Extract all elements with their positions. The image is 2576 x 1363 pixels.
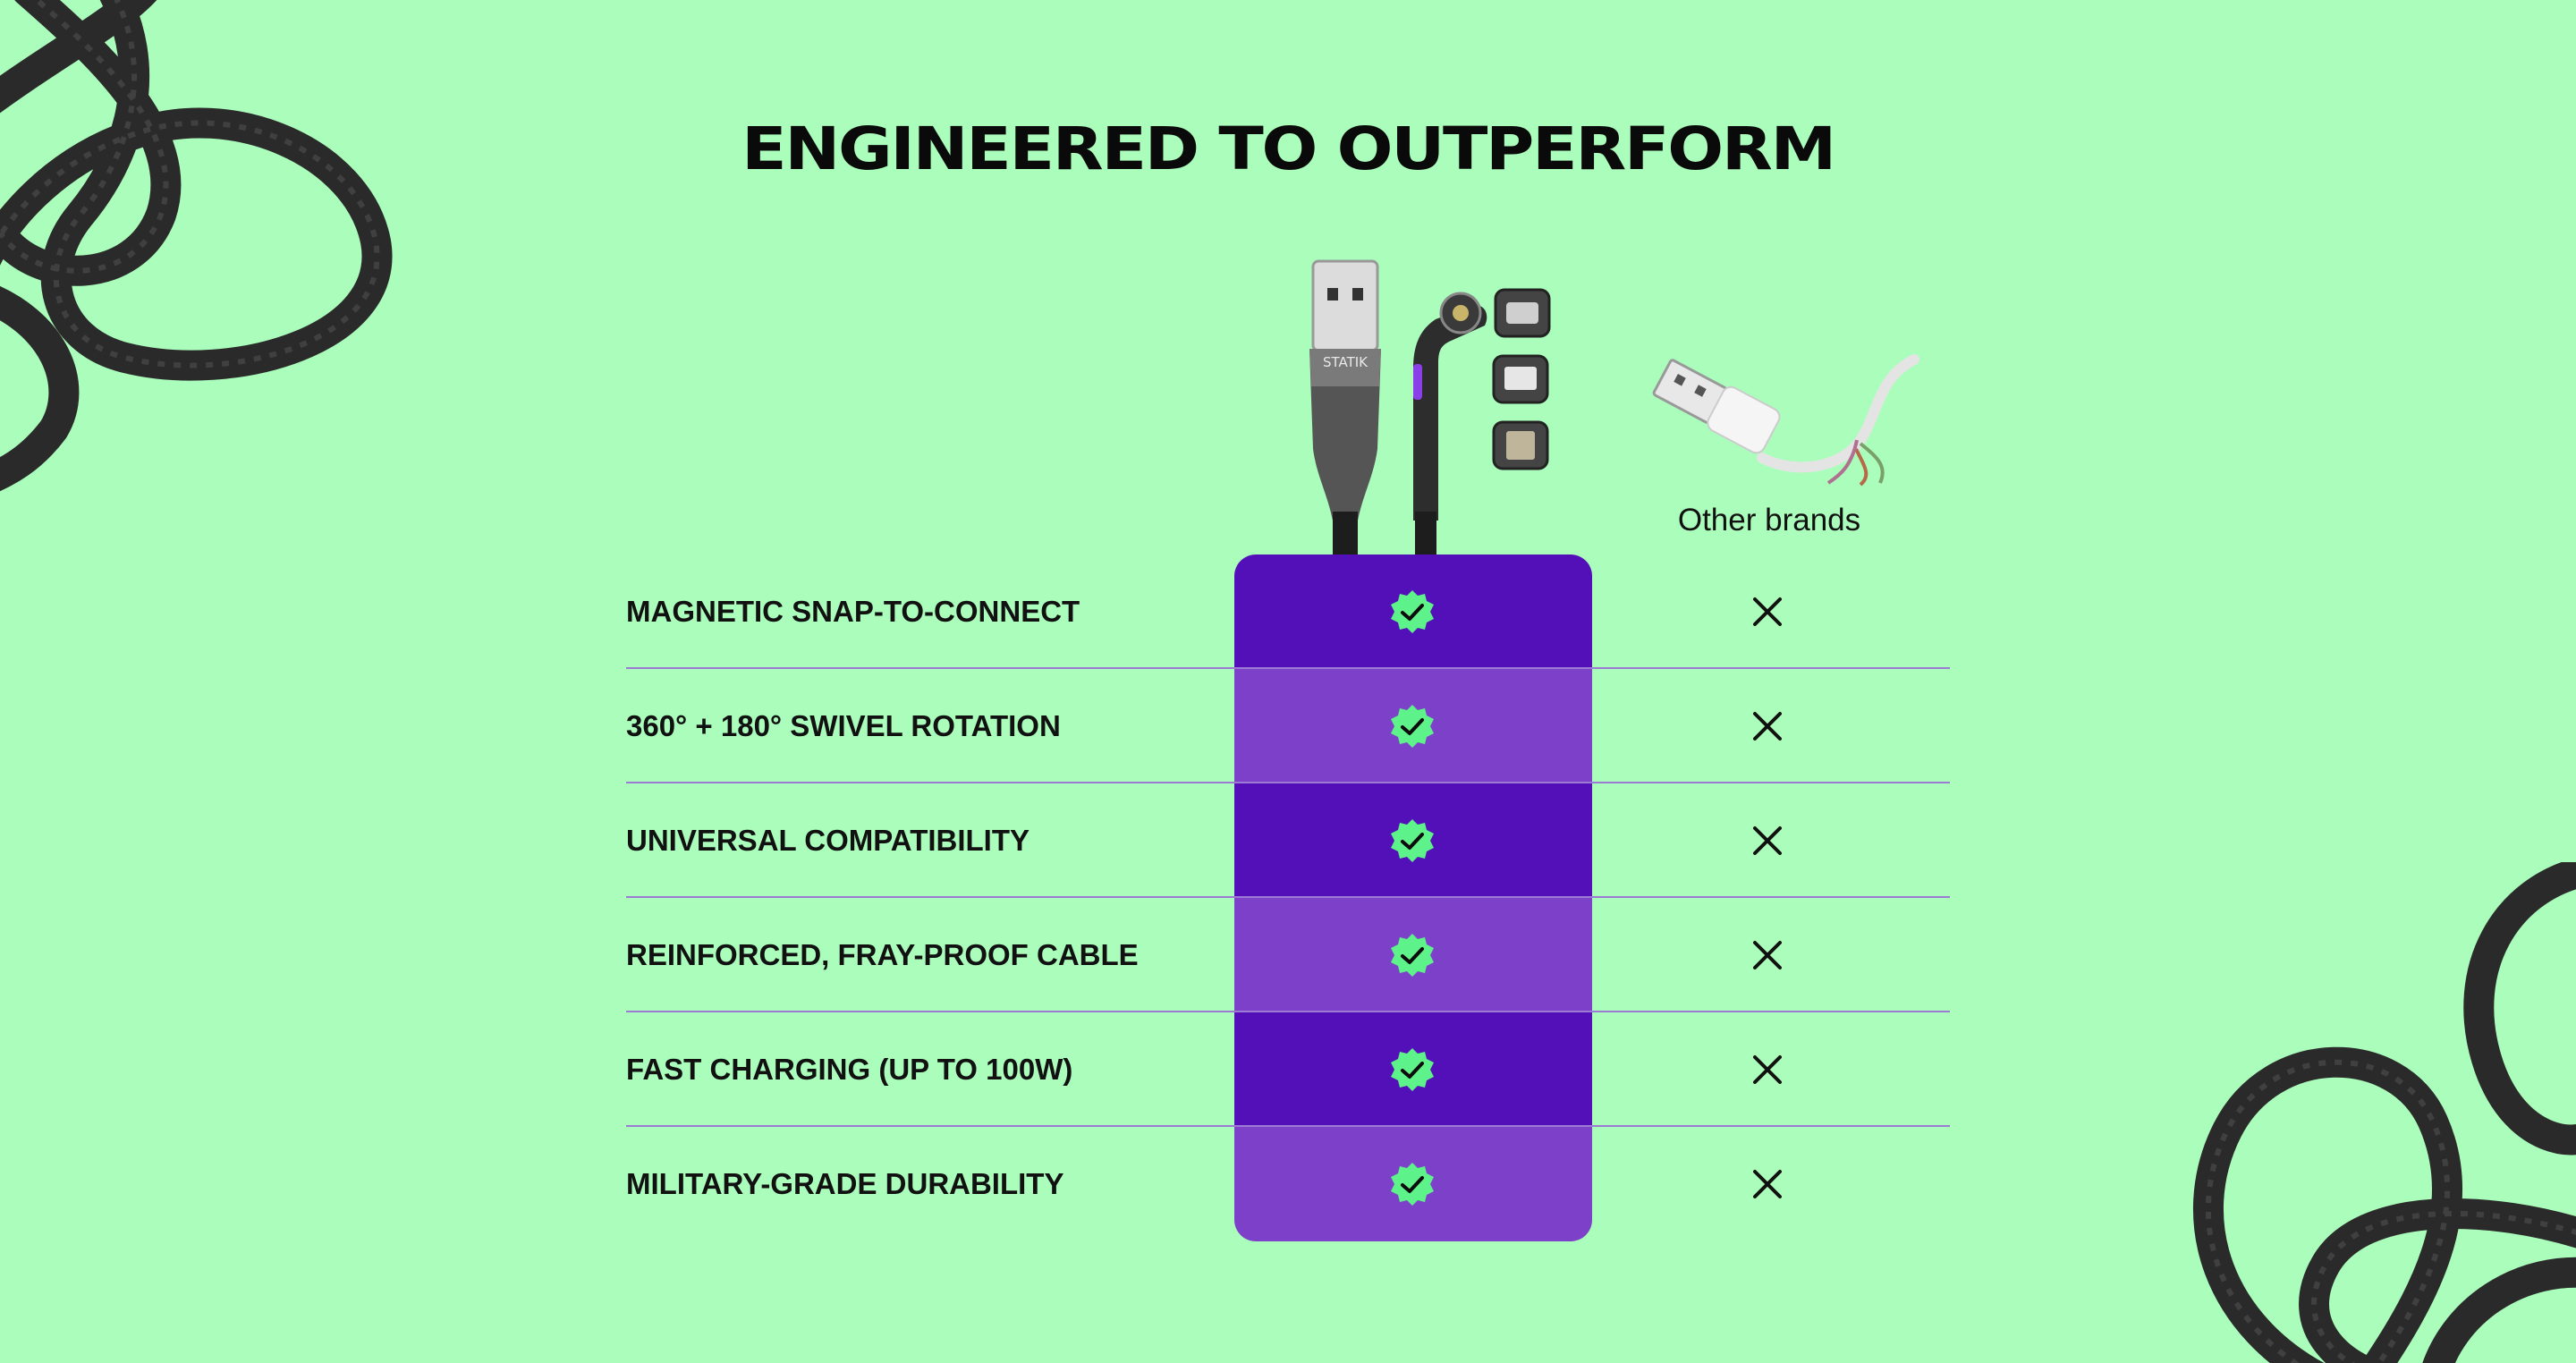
close-icon xyxy=(1751,710,1784,742)
verified-check-icon xyxy=(1387,930,1437,980)
feature-label: MILITARY-GRADE DURABILITY xyxy=(626,1167,1064,1200)
verified-check-icon xyxy=(1387,816,1437,866)
table-row: MAGNETIC SNAP-TO-CONNECT xyxy=(626,555,1950,669)
feature-label: UNIVERSAL COMPATIBILITY xyxy=(626,824,1030,857)
row-divider xyxy=(626,1125,1950,1127)
close-icon xyxy=(1751,596,1784,628)
braided-cable-decoration-bottom-right xyxy=(2193,862,2576,1363)
product-brand-text: STATIK xyxy=(1323,354,1368,370)
statik-highlight-column xyxy=(1234,555,1592,1241)
table-row: FAST CHARGING (UP TO 100W) xyxy=(626,1012,1950,1127)
feature-label: REINFORCED, FRAY-PROOF CABLE xyxy=(626,938,1139,971)
row-divider xyxy=(626,667,1950,669)
page-title: ENGINEERED TO OUTPERFORM xyxy=(741,114,1836,183)
table-row: MILITARY-GRADE DURABILITY xyxy=(626,1127,1950,1241)
feature-label: MAGNETIC SNAP-TO-CONNECT xyxy=(626,595,1080,628)
statik-magnetic-cable-image: STATIK xyxy=(1309,259,1551,556)
close-icon xyxy=(1751,1054,1784,1086)
frayed-usb-cable-image xyxy=(1652,354,1919,487)
verified-check-icon xyxy=(1387,1045,1437,1095)
comparison-table: MAGNETIC SNAP-TO-CONNECT 360° + 180° SWI… xyxy=(626,555,1950,1241)
row-divider xyxy=(626,782,1950,783)
verified-check-icon xyxy=(1387,701,1437,751)
other-brands-label: Other brands xyxy=(1677,503,1861,538)
feature-label: FAST CHARGING (UP TO 100W) xyxy=(626,1053,1073,1086)
row-divider xyxy=(626,896,1950,898)
close-icon xyxy=(1751,1168,1784,1200)
table-row: REINFORCED, FRAY-PROOF CABLE xyxy=(626,898,1950,1012)
close-icon xyxy=(1751,825,1784,857)
close-icon xyxy=(1751,939,1784,971)
feature-label: 360° + 180° SWIVEL ROTATION xyxy=(626,709,1061,742)
verified-check-icon xyxy=(1387,587,1437,637)
verified-check-icon xyxy=(1387,1159,1437,1209)
table-row: 360° + 180° SWIVEL ROTATION xyxy=(626,669,1950,783)
braided-cable-decoration-top-left xyxy=(0,0,393,492)
row-divider xyxy=(626,1011,1950,1012)
table-row: UNIVERSAL COMPATIBILITY xyxy=(626,783,1950,898)
